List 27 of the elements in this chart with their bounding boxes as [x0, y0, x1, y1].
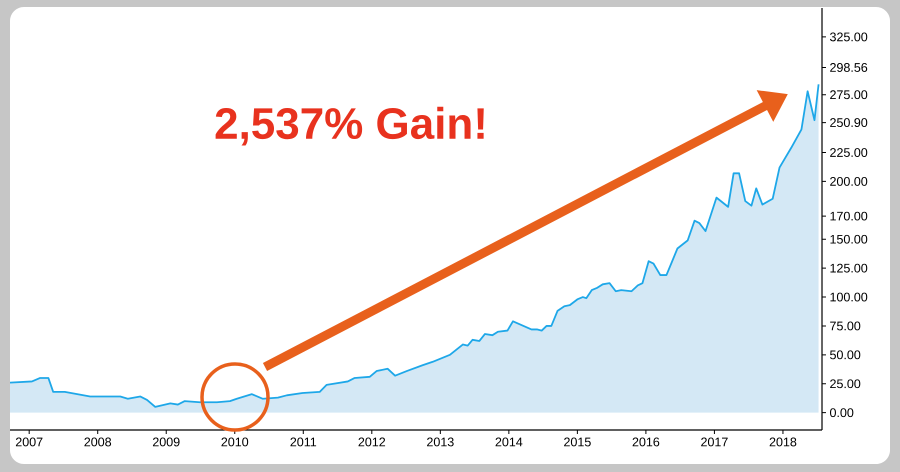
x-tick-label: 2009	[152, 438, 180, 446]
y-tick-label: 275.00	[830, 90, 868, 100]
x-tick-label: 2018	[770, 438, 796, 446]
annotation: 2,537% Gain!	[216, 106, 484, 146]
y-tick-label: 150.00	[830, 234, 868, 244]
y-tick-label: 125.00	[830, 264, 868, 273]
x-tick-label: 2008	[84, 438, 112, 446]
y-tick-label: 25.00	[830, 379, 860, 388]
y-tick-label: 250.90	[830, 118, 868, 128]
y-tick-label: 50.00	[830, 350, 860, 360]
x-tick-label: 2015	[564, 438, 591, 446]
y-tick-label: 170.00	[830, 212, 868, 221]
x-tick-label: 2013	[427, 438, 454, 446]
x-tick-label: 2011	[290, 438, 316, 446]
y-tick-label: 0.00	[830, 408, 854, 418]
y-tick-label: 298.56	[830, 63, 868, 72]
x-tick-label: 2007	[16, 438, 42, 446]
y-tick-label: 225.00	[830, 148, 868, 157]
y-tick-label: 75.00	[830, 322, 860, 330]
x-tick-label: 2017	[701, 438, 728, 446]
x-tick-label: 2014	[496, 438, 522, 446]
x-tick-label: 2010	[221, 438, 248, 446]
y-tick-label: 200.00	[830, 177, 868, 186]
x-tick-label: 2016	[632, 438, 660, 446]
y-tick-label: 100.00	[830, 292, 868, 302]
y-tick-label: 325.00	[830, 32, 868, 42]
x-tick-label: 2012	[358, 438, 386, 446]
